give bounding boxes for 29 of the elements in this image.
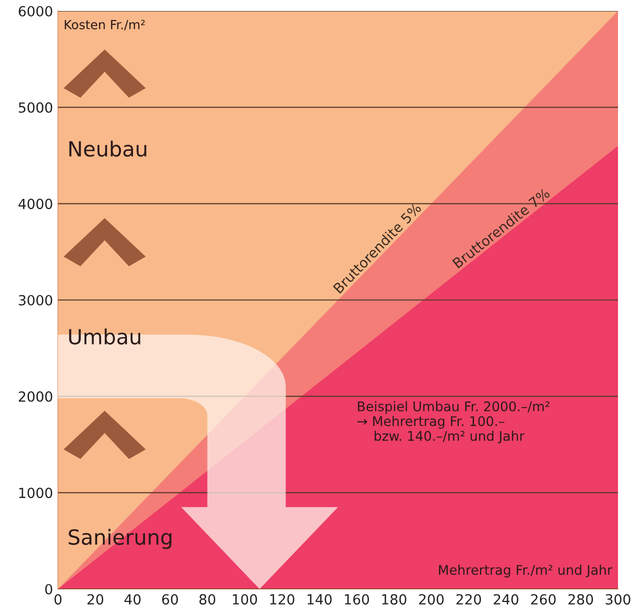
x-tick-label: 180 bbox=[382, 594, 406, 605]
x-tick-label: 280 bbox=[568, 594, 593, 605]
x-tick-label: 60 bbox=[162, 594, 178, 605]
annotation: Umbau bbox=[69, 328, 140, 345]
x-tick-label: 200 bbox=[419, 594, 444, 605]
x-tick-label: 140 bbox=[308, 594, 332, 605]
x-tick-label: 120 bbox=[270, 594, 294, 605]
x-tick-label: 0 bbox=[54, 594, 62, 605]
y-tick-label: 0 bbox=[45, 584, 52, 594]
x-tick-label: 80 bbox=[199, 594, 216, 605]
x-tick-label: 160 bbox=[344, 594, 369, 605]
annotation: Sanierung bbox=[68, 528, 172, 549]
x-tick-label: 20 bbox=[88, 594, 104, 605]
y-tick-label: 2000 bbox=[18, 391, 52, 402]
annotation: Neubau bbox=[69, 140, 146, 157]
y-tick-label: 6000 bbox=[18, 6, 52, 16]
y-tick-label: 1000 bbox=[19, 488, 52, 498]
y-tick-label: 5000 bbox=[18, 102, 52, 113]
x-tick-label: 100 bbox=[232, 594, 257, 605]
x-tick-label: 260 bbox=[531, 594, 556, 605]
y-tick-label: 4000 bbox=[18, 198, 52, 210]
x-tick-label: 40 bbox=[124, 594, 141, 605]
x-tick-label: 220 bbox=[456, 594, 481, 605]
y-axis-title: Kosten Fr./m² bbox=[64, 20, 145, 30]
x-axis-title: Mehrertrag Fr./m² und Jahr bbox=[439, 564, 612, 578]
annotation: Beispiel Umbau Fr. 2000.–/m² → Mehrertrag Fr. 100.– bzw. 140.–/m² und Jahr bbox=[357, 401, 550, 444]
x-tick-label: 300 bbox=[606, 594, 630, 605]
x-tick-label: 240 bbox=[494, 594, 518, 605]
y-tick-label: 3000 bbox=[18, 294, 52, 306]
